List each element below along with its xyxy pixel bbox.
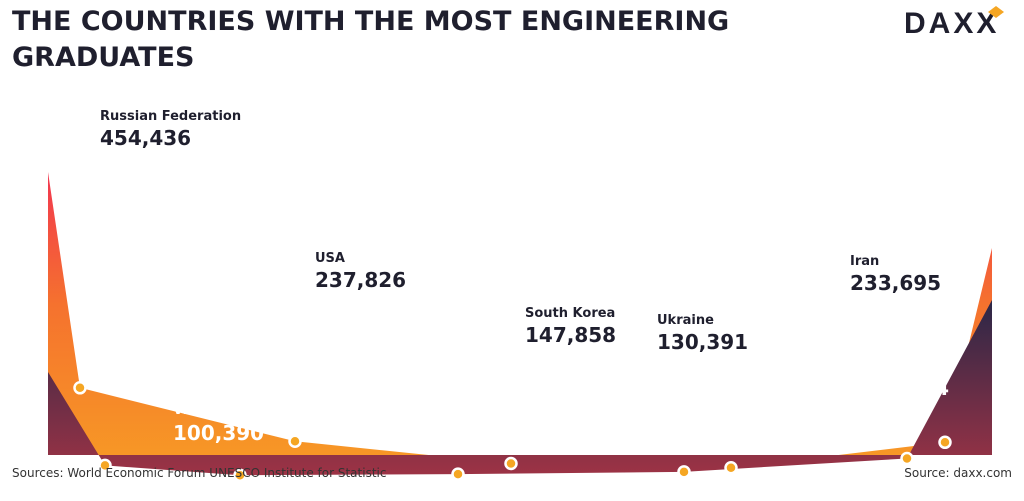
country-label: Vietnam bbox=[173, 403, 234, 418]
value-label: 237,826 bbox=[315, 268, 406, 292]
country-label: South Korea bbox=[525, 306, 615, 321]
country-label: USA bbox=[315, 251, 345, 266]
country-label: Ukraine bbox=[657, 313, 714, 328]
country-label: Russian Federation bbox=[100, 109, 241, 124]
value-label: 147,858 bbox=[525, 323, 616, 347]
data-point-upper-2 bbox=[504, 456, 518, 471]
logo-text: DAXX bbox=[904, 7, 999, 40]
value-label: 454,436 bbox=[100, 126, 191, 150]
value-label: 104,746 bbox=[400, 421, 491, 445]
data-point-upper-1 bbox=[288, 434, 302, 449]
logo-diamond-icon bbox=[988, 6, 1004, 18]
chart-title: THE COUNTRIES WITH THE MOST ENGINEERING … bbox=[12, 6, 730, 73]
country-label: Japan bbox=[857, 359, 899, 374]
source-link[interactable]: Source: daxx.com bbox=[904, 466, 1012, 480]
value-label: 130,391 bbox=[657, 330, 748, 354]
country-label: France bbox=[400, 403, 449, 418]
value-label: 100,390 bbox=[173, 421, 264, 445]
data-point-upper-4 bbox=[938, 435, 952, 450]
country-label: Indonesia bbox=[143, 316, 214, 331]
data-point-lower-2 bbox=[451, 467, 465, 481]
value-label: 168,214 bbox=[858, 376, 949, 400]
lower-area bbox=[48, 300, 992, 476]
value-label: 113,944 bbox=[627, 413, 718, 437]
country-label: Mexico bbox=[627, 397, 678, 412]
data-point-lower-3 bbox=[677, 465, 691, 479]
sources-note: Sources: World Economic Forum UNESCO Ins… bbox=[12, 466, 387, 480]
daxx-logo: DAXX bbox=[904, 6, 1004, 40]
country-label: Iran bbox=[850, 254, 879, 269]
data-point-upper-0 bbox=[73, 381, 87, 395]
data-point-lower-0 bbox=[98, 458, 112, 473]
data-point-lower-1 bbox=[233, 468, 247, 482]
data-point-upper-3 bbox=[724, 461, 738, 475]
value-label: 140,169 bbox=[143, 333, 234, 357]
value-label: 233,695 bbox=[850, 271, 941, 295]
data-point-lower-4 bbox=[900, 451, 914, 466]
upper-area bbox=[48, 172, 992, 468]
